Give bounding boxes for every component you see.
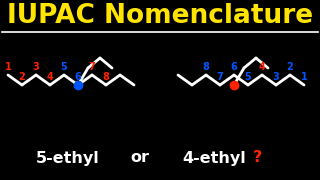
- Text: 8: 8: [103, 72, 109, 82]
- Text: 8: 8: [203, 62, 209, 72]
- Text: 2: 2: [287, 62, 293, 72]
- Text: 6: 6: [231, 62, 237, 72]
- Text: 2: 2: [19, 72, 25, 82]
- Text: 5: 5: [60, 62, 68, 72]
- Text: 5: 5: [244, 72, 252, 82]
- Text: or: or: [131, 150, 149, 165]
- Text: 7: 7: [217, 72, 223, 82]
- Text: 6: 6: [75, 72, 81, 82]
- Text: 3: 3: [33, 62, 39, 72]
- Text: 4: 4: [259, 62, 265, 72]
- Text: 7: 7: [89, 62, 95, 72]
- Text: 3: 3: [273, 72, 279, 82]
- Text: IUPAC Nomenclature: IUPAC Nomenclature: [7, 3, 313, 29]
- Text: ?: ?: [253, 150, 263, 165]
- Text: 1: 1: [300, 72, 308, 82]
- Text: 4: 4: [47, 72, 53, 82]
- Text: 1: 1: [4, 62, 12, 72]
- Text: 4-ethyl: 4-ethyl: [182, 150, 246, 165]
- Text: 5-ethyl: 5-ethyl: [36, 150, 100, 165]
